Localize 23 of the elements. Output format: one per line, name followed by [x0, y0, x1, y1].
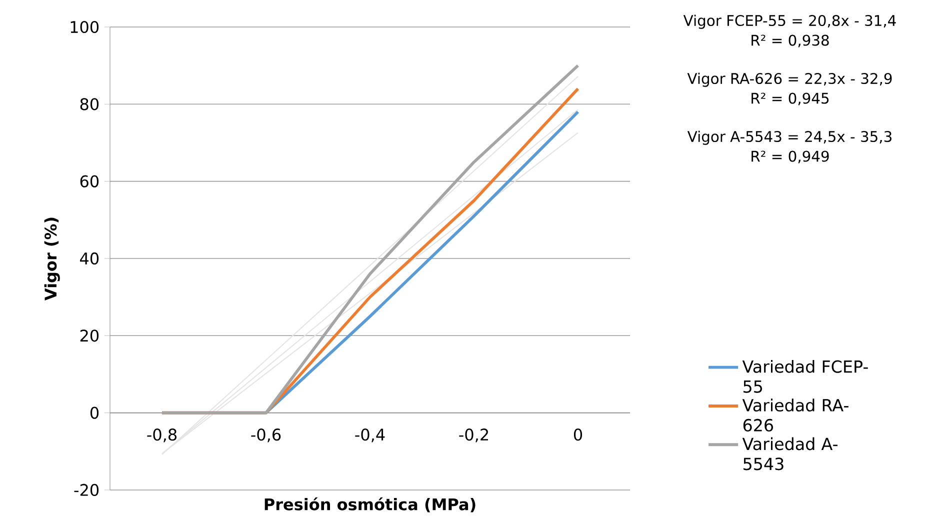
y-tick-label: -20 [74, 484, 99, 496]
y-tick-label: 20 [80, 330, 99, 342]
y-tick-label: 60 [80, 175, 99, 188]
y-tick-label: 40 [80, 252, 99, 265]
text: R² = 0,945 [752, 92, 829, 106]
x-tick-label: 0 [574, 428, 582, 441]
legend-label: Variedad A-5543 [742, 437, 838, 470]
text: Vigor FCEP-55 = 20,8x - 31,4 [683, 14, 896, 29]
y-axis-title: Vigor (%) [44, 218, 60, 300]
y-tick-label: 0 [90, 406, 99, 419]
x-axis-title: Presión osmótica (MPa) [264, 497, 476, 512]
x-tick-label: -0,2 [459, 428, 488, 442]
legend-label: Variedad RA-626 [742, 398, 848, 432]
text: Vigor A-5543 = 24,5x - 35,3 [687, 130, 892, 145]
text: Vigor RA-626 = 22,3x - 32,9 [687, 72, 892, 87]
text: R² = 0,938 [752, 34, 829, 48]
y-tick-label: 100 [70, 20, 99, 34]
text: R² = 0,949 [752, 150, 829, 164]
legend-label: Variedad FCEP-55 [742, 360, 868, 393]
x-tick-label: -0,4 [355, 428, 385, 442]
x-tick-label: -0,6 [251, 428, 281, 442]
y-tick-label: 80 [80, 98, 99, 110]
x-tick-label: -0,8 [147, 428, 177, 442]
